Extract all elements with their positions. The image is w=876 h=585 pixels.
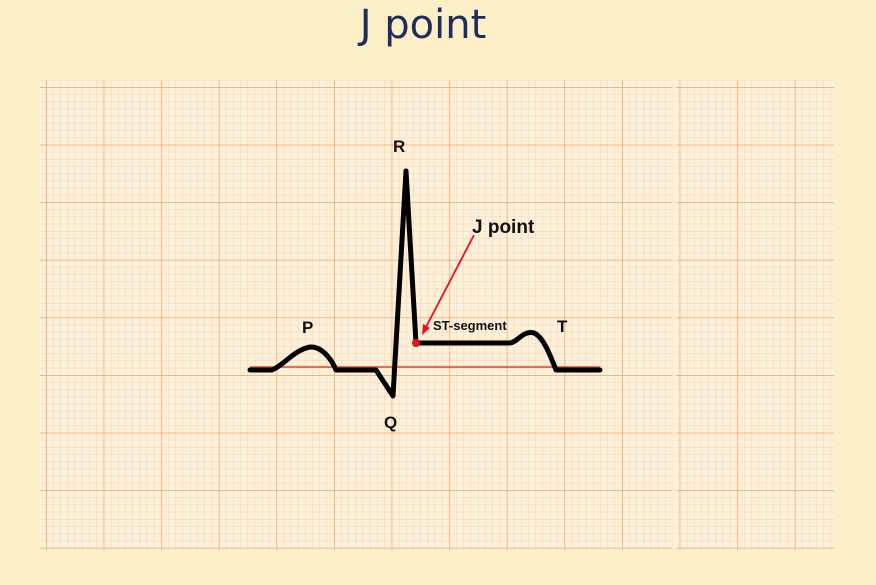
label-j-point: J point — [472, 217, 535, 238]
ecg-diagram: R J point P ST-segment T Q — [40, 80, 834, 550]
label-r: R — [393, 137, 405, 156]
ecg-trace — [247, 168, 603, 399]
j-point-marker — [412, 339, 420, 347]
label-t: T — [557, 317, 568, 336]
label-q: Q — [384, 413, 397, 432]
label-p: P — [302, 318, 313, 337]
j-point-arrowhead — [422, 324, 430, 335]
label-st-segment: ST-segment — [433, 318, 507, 333]
ecg-grid — [40, 80, 834, 550]
j-point-arrow — [425, 234, 475, 328]
slide-title: J point — [359, 2, 487, 48]
